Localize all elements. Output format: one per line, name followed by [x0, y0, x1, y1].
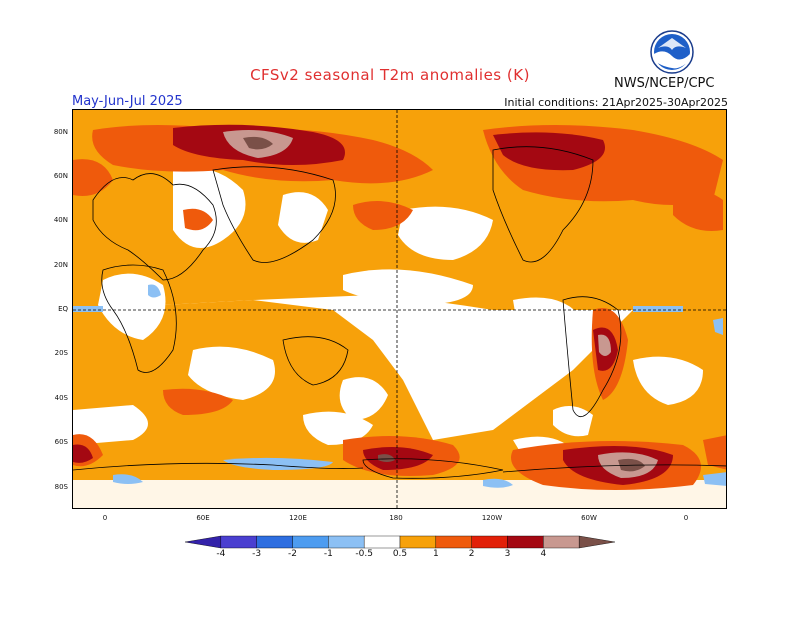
colorbar-segment [543, 535, 580, 549]
colorbar [184, 535, 616, 549]
initial-conditions: Initial conditions: 21Apr2025-30Apr2025 [504, 96, 728, 109]
anomaly-map [72, 109, 727, 509]
colorbar-label: -4 [216, 549, 226, 559]
lon-label: 0 [683, 514, 689, 522]
colorbar-segment [578, 535, 616, 549]
colorbar-segment [363, 535, 401, 549]
colorbar-label: 3 [504, 549, 511, 559]
lat-label: 80S [54, 483, 68, 491]
anomaly-field [73, 110, 726, 508]
coastlines [73, 146, 726, 479]
colorbar-segment [507, 535, 544, 549]
anomaly-above-4K [243, 136, 645, 472]
lat-label: 20N [53, 261, 68, 269]
colorbar-label: -1 [323, 549, 333, 559]
lat-label: 40N [53, 216, 68, 224]
colorbar-label: 1 [432, 549, 439, 559]
lat-label: 80N [53, 128, 68, 136]
forecast-period: May-Jun-Jul 2025 [72, 94, 183, 109]
lon-label: 60E [196, 514, 210, 522]
colorbar-segment [220, 535, 257, 549]
colorbar-label: 0.5 [392, 549, 408, 559]
lat-label: EQ [58, 305, 68, 313]
lat-label: 60N [53, 172, 68, 180]
noaa-logo-icon [650, 30, 694, 74]
colorbar-label: -3 [252, 549, 262, 559]
colorbar-label: 4 [540, 549, 547, 559]
colorbar-segment [471, 535, 508, 549]
lon-label: 60W [581, 514, 597, 522]
colorbar-label: 2 [468, 549, 475, 559]
lon-label: 180 [389, 514, 403, 522]
colorbar-segment [399, 535, 437, 549]
lon-label: 120W [481, 514, 503, 522]
colorbar-segment [328, 535, 365, 549]
organization-label: NWS/NCEP/CPC [614, 76, 715, 91]
colorbar-segment [256, 535, 293, 549]
colorbar-segment [292, 535, 329, 549]
colorbar-label: -2 [288, 549, 297, 559]
chart-title: CFSv2 seasonal T2m anomalies (K) [250, 66, 530, 84]
lon-label: 120E [289, 514, 307, 522]
lat-label: 20S [54, 349, 68, 357]
lon-label: 0 [102, 514, 108, 522]
colorbar-segment [435, 535, 472, 549]
colorbar-label: -0.5 [355, 549, 373, 559]
colorbar-segment [184, 535, 222, 549]
lat-label: 40S [54, 394, 68, 402]
lat-label: 60S [54, 438, 68, 446]
